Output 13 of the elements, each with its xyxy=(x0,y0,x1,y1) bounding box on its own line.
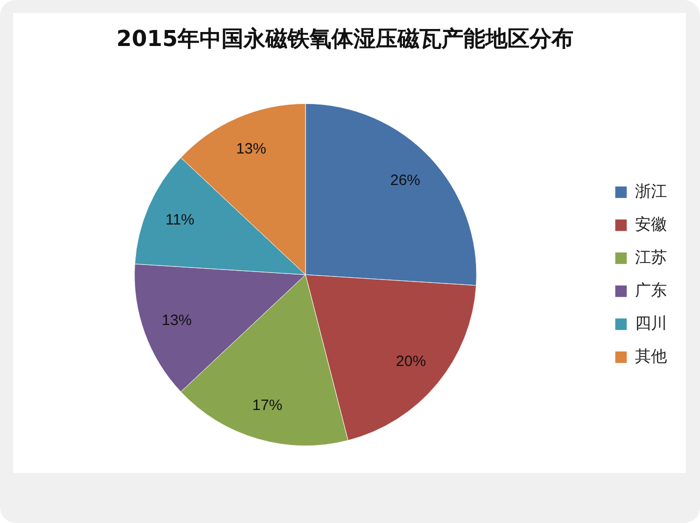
data-label: 26% xyxy=(390,172,420,190)
data-label: 13% xyxy=(162,312,192,330)
data-label: 17% xyxy=(252,397,282,414)
legend-label: 江苏 xyxy=(635,247,667,266)
legend-label: 广东 xyxy=(635,280,667,300)
data-label: 13% xyxy=(236,140,266,158)
legend-label: 浙江 xyxy=(635,181,667,200)
legend-label: 其他 xyxy=(635,346,667,366)
data-label: 11% xyxy=(165,211,194,228)
chart-title: 2015年中国永磁铁氧体湿压磁瓦产能地区分布 xyxy=(116,26,574,52)
legend-label: 安徽 xyxy=(635,214,667,234)
legend-label: 四川 xyxy=(635,313,667,332)
data-label: 20% xyxy=(396,353,426,370)
